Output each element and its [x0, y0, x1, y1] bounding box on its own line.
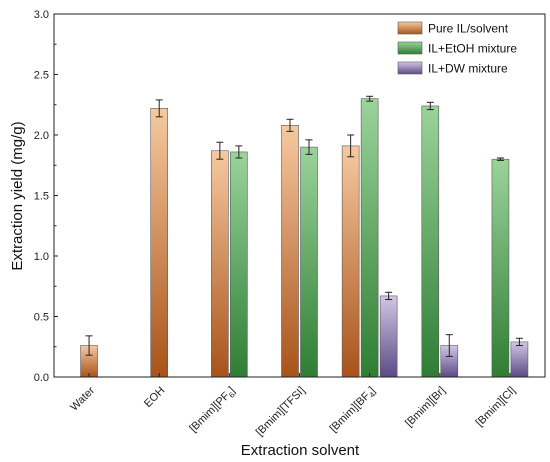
x-tick-label: [Bmim][BF4] — [328, 385, 380, 437]
legend-item: IL+EtOH mixture — [397, 41, 517, 56]
error-bar — [347, 134, 355, 158]
error-bar — [286, 118, 294, 132]
y-tick-label: 3.0 — [34, 9, 49, 21]
bar — [281, 125, 299, 378]
legend-swatch — [397, 21, 423, 35]
error-bar — [426, 101, 434, 111]
error-bar — [85, 335, 93, 356]
y-tick-label: 2.5 — [34, 70, 49, 82]
legend-label: IL+DW mixture — [428, 62, 508, 76]
bar — [150, 108, 169, 378]
y-axis-title: Extraction yield (mg/g) — [9, 121, 26, 270]
error-bar — [385, 291, 393, 301]
y-tick-label: 1.5 — [34, 191, 49, 203]
x-tick-label: [Bmim][Cl] — [474, 385, 518, 429]
y-tick-label: 2.0 — [34, 130, 49, 142]
legend-label: IL+EtOH mixture — [428, 42, 517, 56]
legend-swatch — [397, 41, 423, 55]
x-tick-label: Water — [68, 384, 97, 413]
error-bar — [515, 337, 523, 347]
bar — [211, 150, 229, 378]
error-bar — [366, 95, 374, 102]
bar — [300, 146, 318, 378]
legend-swatch — [397, 61, 423, 75]
bar — [230, 151, 248, 378]
y-tick-label: 0.5 — [34, 312, 49, 324]
plot-marks — [80, 95, 529, 378]
error-bar — [305, 139, 313, 155]
error-bar — [445, 334, 453, 357]
x-tick-label: [Bmim][TFSI] — [254, 385, 308, 439]
bar — [421, 105, 440, 378]
legend-item: IL+DW mixture — [397, 61, 508, 76]
legend: Pure IL/solvent IL+EtOH mixture IL+DW mixt… — [397, 21, 517, 76]
x-axis: Water EOH [Bmim][PF6] [Bmim][TFSI] [Bmim][BF… — [68, 373, 518, 438]
error-bar — [155, 99, 163, 118]
error-bar — [235, 145, 243, 159]
x-axis-title: Extraction solvent — [241, 442, 360, 459]
bar — [360, 98, 379, 378]
bar — [491, 158, 510, 378]
legend-item: Pure IL/solvent — [397, 21, 509, 36]
error-bar — [496, 157, 504, 161]
error-bar — [216, 141, 224, 160]
x-tick-label: EOH — [142, 385, 167, 410]
y-tick-label: 1.0 — [34, 251, 49, 263]
bar — [379, 295, 398, 378]
bar — [341, 145, 360, 378]
x-tick-label: [Bmim][PF6] — [187, 385, 239, 437]
y-axis: 0.0 0.5 1.0 1.5 2.0 2.5 3.0 — [34, 9, 58, 384]
bar — [510, 341, 529, 378]
x-tick-label: [Bmim][Br] — [403, 385, 448, 430]
legend-label: Pure IL/solvent — [428, 22, 509, 36]
y-tick-label: 0.0 — [34, 372, 49, 384]
